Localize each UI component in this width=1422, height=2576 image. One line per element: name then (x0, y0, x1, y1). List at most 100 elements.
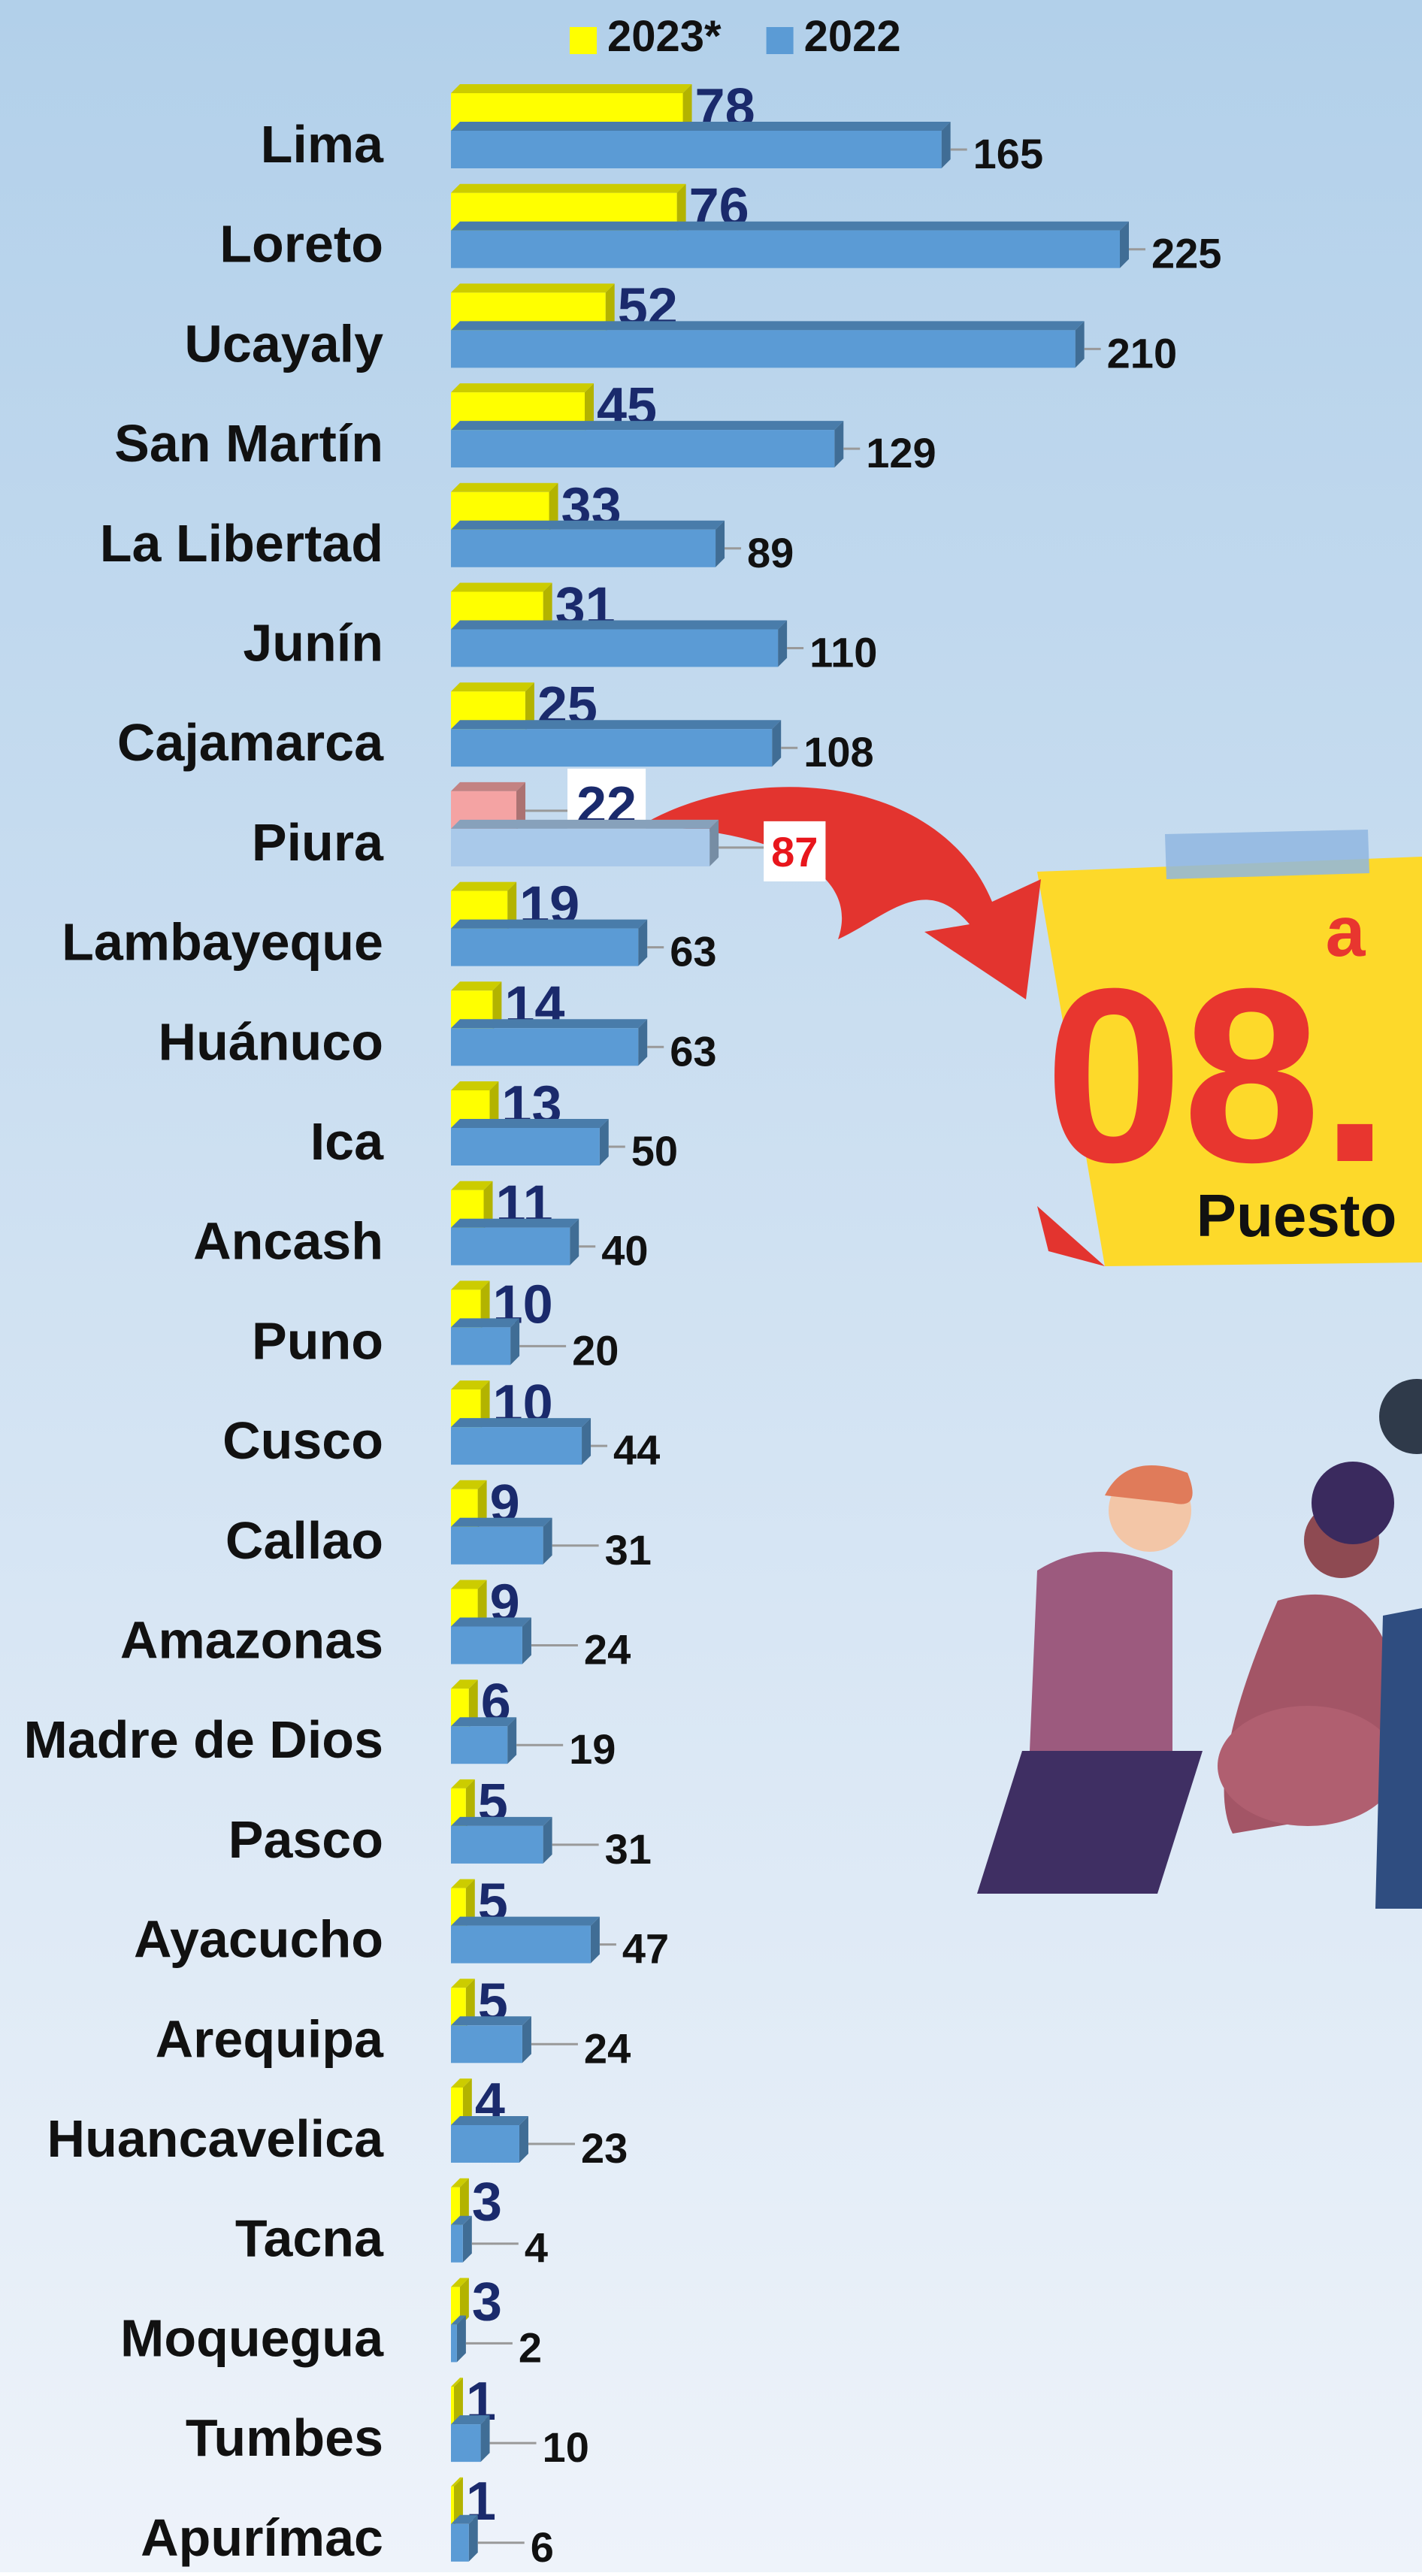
value-label: 24 (584, 1626, 631, 1673)
bar (451, 1327, 511, 1365)
bar-top (451, 620, 788, 630)
value-label: 89 (747, 529, 794, 576)
value-label-box (764, 821, 826, 881)
bar (451, 2287, 460, 2327)
bar-side (519, 2116, 528, 2163)
bar (451, 828, 710, 866)
bar-top (451, 321, 1085, 331)
bar-top (451, 1580, 487, 1589)
bar (451, 1128, 600, 1166)
category-label: Tacna (235, 2209, 384, 2268)
category-label: Madre de Dios (24, 1710, 383, 1769)
legend-swatch (570, 27, 597, 54)
badge-fold (1037, 1206, 1105, 1266)
category-label: Puno (252, 1311, 383, 1370)
bar-top (451, 122, 951, 131)
bar (451, 1626, 522, 1664)
bar-top (451, 2278, 469, 2287)
bar-side (453, 2477, 463, 2526)
bar-side (492, 981, 502, 1030)
bar-top (451, 84, 692, 93)
bar (451, 2424, 481, 2463)
bar (451, 928, 639, 966)
bar-side (477, 1480, 487, 1528)
category-label: Lambayeque (62, 913, 383, 972)
bar-top (451, 1318, 520, 1328)
bar-side (465, 1879, 475, 1927)
bar-side (507, 1717, 517, 1764)
value-label: 20 (572, 1326, 619, 1374)
value-label: 10 (543, 2423, 589, 2471)
category-label: Ica (310, 1112, 384, 1171)
bar (451, 2486, 454, 2526)
bar-side (605, 283, 615, 332)
bar-side (480, 2415, 490, 2463)
bar-side (582, 1418, 591, 1465)
value-label: 50 (631, 1127, 678, 1175)
bar-top (451, 221, 1129, 231)
bar (451, 1726, 508, 1764)
bar-top (451, 2079, 472, 2088)
bar-top (451, 1779, 475, 1788)
bar-side (676, 183, 686, 232)
bar-top (451, 2116, 528, 2125)
badge-card (1037, 857, 1422, 1266)
value-label: 63 (670, 1027, 716, 1075)
badge-tape (1165, 830, 1369, 879)
value-label: 19 (569, 1725, 616, 1773)
arrow (639, 787, 1041, 999)
bar (451, 430, 835, 468)
bar-top (451, 383, 594, 393)
bar-top (451, 1119, 609, 1128)
bar-top (451, 520, 725, 530)
category-label: Pasco (228, 1810, 383, 1869)
bar-top (451, 682, 534, 692)
category-label: Ucayaly (184, 314, 383, 373)
bar-top (451, 1717, 517, 1727)
value-label: 3 (472, 2272, 502, 2332)
category-label: Ayacucho (134, 1910, 383, 1969)
bar-side (543, 1517, 552, 1565)
bar-side (682, 84, 692, 132)
category-label: Moquegua (120, 2308, 384, 2367)
bar (451, 729, 773, 767)
bar-side (941, 122, 951, 168)
bar-top (451, 1879, 475, 1888)
value-label: 23 (581, 2124, 628, 2172)
value-label: 40 (601, 1227, 648, 1274)
bar (451, 2387, 454, 2426)
bar-side (522, 2016, 531, 2064)
bar-side (543, 1816, 552, 1864)
bar-side (507, 881, 517, 930)
bar-top (451, 1280, 490, 1290)
bar-top (451, 2215, 472, 2225)
bar (451, 330, 1076, 368)
bar (451, 1227, 570, 1265)
category-label: Amazonas (120, 1611, 383, 1670)
bar-top (451, 881, 517, 891)
bar (451, 2187, 460, 2227)
bar-side (489, 1081, 499, 1129)
bar-top (451, 981, 502, 991)
value-label: 6 (531, 2523, 554, 2571)
bar-side (465, 1979, 475, 2027)
bar-side (453, 2378, 463, 2426)
bar-top (451, 2378, 463, 2387)
bar-top (451, 2315, 466, 2325)
bar-side (543, 582, 552, 631)
bar-side (510, 1318, 520, 1365)
value-label: 129 (866, 429, 936, 476)
badge: 08. a Puesto (1037, 830, 1422, 1266)
bar-side (477, 1580, 487, 1628)
bar-top (451, 2178, 469, 2187)
bar-top (451, 819, 719, 829)
bar-side (516, 782, 526, 830)
bar-side (459, 2178, 469, 2227)
value-label: 24 (584, 2024, 631, 2072)
bar-side (772, 720, 782, 767)
bar-side (468, 1680, 478, 1728)
bar-side (599, 1119, 609, 1166)
value-label: 2 (519, 2324, 542, 2371)
